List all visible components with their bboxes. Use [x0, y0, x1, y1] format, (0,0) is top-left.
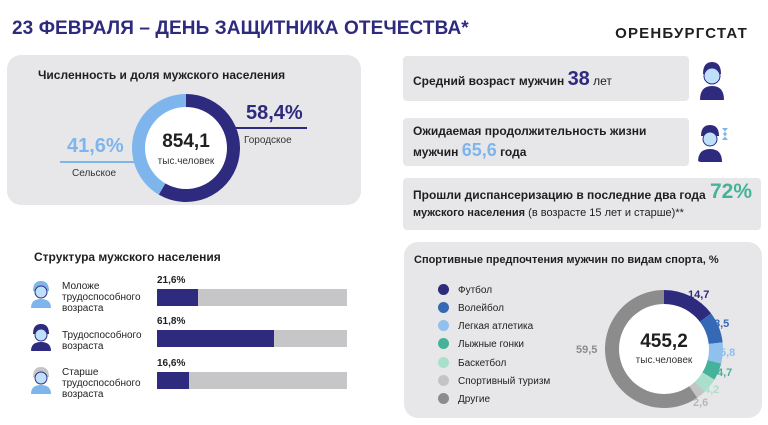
donut-hole: [619, 304, 709, 394]
boy-icon: [28, 278, 54, 308]
elderly-man-icon: [28, 364, 54, 394]
exam-line1: Прошли диспансеризацию в последние два г…: [413, 188, 706, 202]
exam-value: 72%: [710, 180, 753, 203]
age-text: Средний возраст мужчин 38 лет: [413, 68, 612, 91]
life-suffix: года: [500, 145, 527, 159]
exam-panel: [403, 178, 761, 230]
age-panel: [403, 56, 689, 101]
structure-label-young: Моложе трудоспособного возраста: [62, 281, 141, 314]
slice-value-label: 2,6: [693, 397, 709, 409]
age-value: 38: [567, 68, 590, 90]
slice-value-label: 5,8: [720, 347, 736, 359]
bar-track: [157, 372, 347, 389]
bar-track: [157, 289, 347, 306]
rural-label: Сельское: [72, 168, 117, 179]
slice-value-label: 4,2: [704, 384, 720, 396]
population-unit: тыс.человек: [157, 156, 215, 167]
bar: [157, 372, 189, 389]
bar-value-label: 21,6%: [157, 275, 186, 286]
exam-line2: мужского населения (в возрасте 15 лет и …: [413, 207, 684, 219]
structure-label-old: Старше трудоспособного возраста: [62, 367, 141, 400]
urban-label: Городское: [244, 135, 292, 146]
slice-value-label: 14,7: [688, 289, 710, 301]
exam-line2-bold: мужского населения: [413, 207, 526, 219]
legend-label: Лыжные гонки: [458, 339, 524, 350]
life-line2: мужчин 65,6 года: [413, 140, 526, 161]
population-total: 854,1: [162, 131, 210, 152]
sports-total: 455,2: [640, 331, 688, 352]
legend-label: Спортивный туризм: [458, 376, 551, 387]
slice-value-label: 59,5: [576, 344, 598, 356]
bar: [157, 330, 275, 347]
life-value: 65,6: [461, 140, 497, 160]
sports-unit: тыс.человек: [635, 355, 693, 366]
legend-swatch: [438, 338, 449, 349]
age-suffix: лет: [593, 74, 612, 88]
structure-label-working: Трудоспособного возраста: [62, 330, 142, 352]
adult-man-icon: [28, 321, 54, 351]
bar-value-label: 16,6%: [157, 358, 186, 369]
population-heading: Численность и доля мужского населения: [38, 68, 286, 82]
legend-swatch: [438, 357, 449, 368]
slice-value-label: 8,5: [714, 318, 730, 330]
life-panel: [403, 118, 689, 166]
legend-label: Легкая атлетика: [458, 321, 534, 332]
urban-percent: 58,4%: [246, 102, 303, 124]
legend-item: Легкая атлетика: [438, 320, 534, 332]
legend-item: Другие: [438, 393, 491, 405]
page-title: 23 ФЕВРАЛЯ – ДЕНЬ ЗАЩИТНИКА ОТЕЧЕСТВА*: [12, 18, 469, 39]
legend-label: Другие: [458, 394, 491, 405]
legend-item: Волейбол: [438, 302, 504, 314]
life-line1: Ожидаемая продолжительность жизни: [413, 124, 647, 138]
legend-label: Футбол: [458, 285, 493, 296]
legend-item: Футбол: [438, 284, 493, 296]
rural-percent: 41,6%: [67, 135, 124, 157]
slice-value-label: 4,7: [717, 367, 733, 379]
donut-hole: [145, 107, 227, 189]
rural-line: [60, 161, 136, 163]
exam-line2-rest: (в возрасте 15 лет и старше)**: [528, 207, 684, 219]
age-prefix: Средний возраст мужчин: [413, 74, 565, 88]
man-hourglass-icon: [697, 120, 729, 162]
sports-donut: [605, 290, 723, 408]
structure-heading: Структура мужского населения: [34, 250, 221, 264]
bar: [157, 289, 199, 306]
life-prefix: мужчин: [413, 145, 459, 159]
legend-label: Баскетбол: [458, 358, 507, 369]
legend-item: Лыжные гонки: [438, 338, 524, 350]
sports-heading: Спортивные предпочтения мужчин по видам …: [414, 254, 719, 266]
population-donut: [132, 94, 240, 202]
legend-swatch: [438, 393, 449, 404]
legend-swatch: [438, 284, 449, 295]
man-icon: [697, 58, 727, 100]
urban-line: [235, 127, 307, 129]
legend-swatch: [438, 320, 449, 331]
legend-item: Спортивный туризм: [438, 375, 551, 387]
legend-item: Баскетбол: [438, 357, 507, 369]
legend-swatch: [438, 375, 449, 386]
legend-label: Волейбол: [458, 303, 504, 314]
legend-swatch: [438, 302, 449, 313]
brand-logo: ОРЕНБУРГСТАТ: [615, 25, 748, 42]
bar-value-label: 61,8%: [157, 316, 186, 327]
